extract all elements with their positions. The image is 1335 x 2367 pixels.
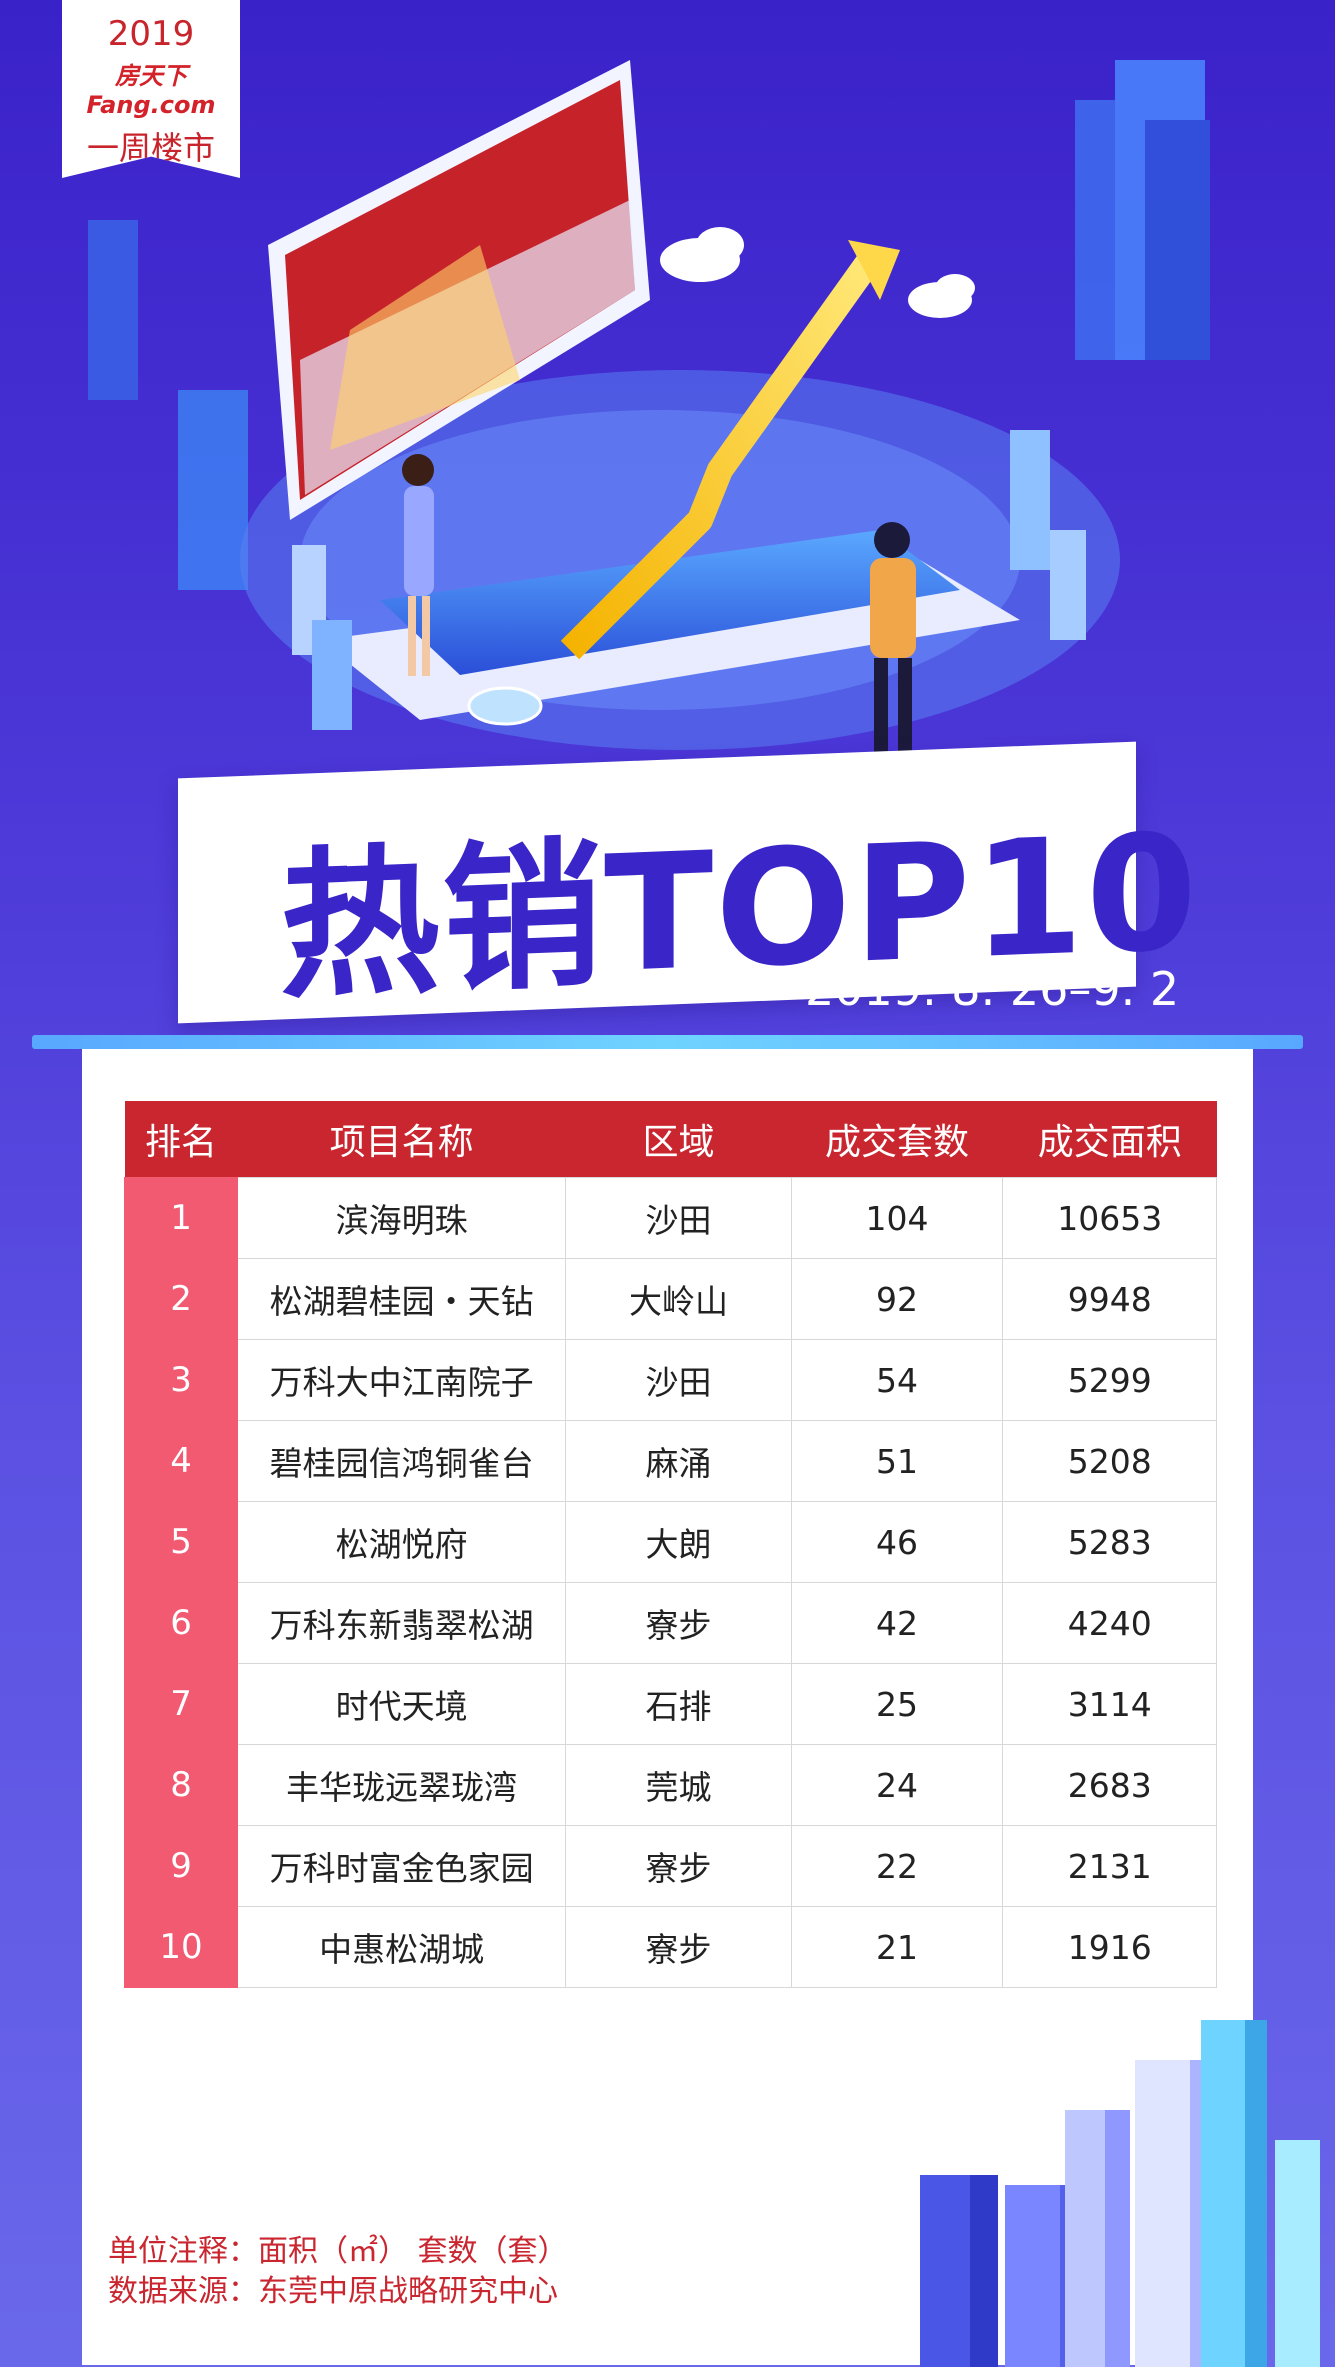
table-row: 6 万科东新翡翠松湖 寮步 42 4240 xyxy=(123,1582,1217,1664)
city-skyline-decoration xyxy=(920,2020,1320,2367)
units-cell: 54 xyxy=(790,1339,1004,1421)
project-name-cell: 滨海明珠 xyxy=(237,1177,567,1259)
rank-cell: 3 xyxy=(123,1339,239,1421)
header-units-sold: 成交套数 xyxy=(791,1101,1003,1178)
header-project-name: 项目名称 xyxy=(237,1101,566,1178)
table-row: 10 中惠松湖城 寮步 21 1916 xyxy=(123,1906,1217,1988)
project-name-cell: 万科时富金色家园 xyxy=(237,1825,567,1907)
table-row: 7 时代天境 石排 25 3114 xyxy=(123,1663,1217,1745)
header-area-sold: 成交面积 xyxy=(1002,1101,1217,1178)
project-name-cell: 丰华珑远翠珑湾 xyxy=(237,1744,567,1826)
table-row: 3 万科大中江南院子 沙田 54 5299 xyxy=(123,1339,1217,1421)
footer-notes: 单位注释：面积（㎡） 套数（套） 数据来源：东莞中原战略研究中心 xyxy=(108,2232,568,2312)
area-sold-cell: 1916 xyxy=(1002,1906,1217,1988)
unit-note: 单位注释：面积（㎡） 套数（套） xyxy=(108,2234,568,2269)
district-cell: 寮步 xyxy=(565,1825,792,1907)
rank-cell: 9 xyxy=(123,1825,239,1907)
monitor-illustration xyxy=(268,60,650,520)
brand-logo: 房天下Fang.com xyxy=(86,62,216,119)
accent-divider xyxy=(32,1035,1303,1049)
table-row: 4 碧桂园信鸿铜雀台 麻涌 51 5208 xyxy=(123,1420,1217,1502)
district-cell: 沙田 xyxy=(565,1177,792,1259)
district-cell: 大朗 xyxy=(565,1501,792,1583)
person-woman-figure xyxy=(402,454,434,676)
units-cell: 104 xyxy=(790,1177,1004,1259)
tablet-illustration xyxy=(320,530,1020,726)
district-cell: 沙田 xyxy=(565,1339,792,1421)
date-range: 2019. 8. 26–9. 2 xyxy=(805,962,1180,1016)
units-cell: 92 xyxy=(790,1258,1004,1340)
area-sold-cell: 5208 xyxy=(1002,1420,1217,1502)
project-name-cell: 万科大中江南院子 xyxy=(237,1339,567,1421)
rank-cell: 6 xyxy=(123,1582,239,1664)
person-man-figure xyxy=(870,522,916,768)
area-sold-cell: 3114 xyxy=(1002,1663,1217,1745)
units-cell: 25 xyxy=(790,1663,1004,1745)
area-sold-cell: 5283 xyxy=(1002,1501,1217,1583)
area-sold-cell: 10653 xyxy=(1002,1177,1217,1259)
district-cell: 麻涌 xyxy=(565,1420,792,1502)
area-sold-cell: 4240 xyxy=(1002,1582,1217,1664)
rank-cell: 4 xyxy=(123,1420,239,1502)
project-name-cell: 时代天境 xyxy=(237,1663,567,1745)
area-sold-cell: 2131 xyxy=(1002,1825,1217,1907)
district-cell: 寮步 xyxy=(565,1582,792,1664)
units-cell: 42 xyxy=(790,1582,1004,1664)
data-source-note: 数据来源：东莞中原战略研究中心 xyxy=(108,2274,558,2309)
project-name-cell: 碧桂园信鸿铜雀台 xyxy=(237,1420,567,1502)
rank-cell: 2 xyxy=(123,1258,239,1340)
rank-cell: 8 xyxy=(123,1744,239,1826)
district-cell: 寮步 xyxy=(565,1906,792,1988)
ribbon-year: 2019 xyxy=(107,14,195,54)
district-cell: 大岭山 xyxy=(565,1258,792,1340)
district-cell: 莞城 xyxy=(565,1744,792,1826)
header-district: 区域 xyxy=(565,1101,792,1178)
project-name-cell: 万科东新翡翠松湖 xyxy=(237,1582,567,1664)
area-sold-cell: 5299 xyxy=(1002,1339,1217,1421)
table-header-row: 排名 项目名称 区域 成交套数 成交面积 xyxy=(124,1101,1217,1178)
project-name-cell: 松湖悦府 xyxy=(237,1501,567,1583)
rank-cell: 7 xyxy=(123,1663,239,1745)
units-cell: 21 xyxy=(790,1906,1004,1988)
rank-cell: 5 xyxy=(123,1501,239,1583)
area-sold-cell: 2683 xyxy=(1002,1744,1217,1826)
area-sold-cell: 9948 xyxy=(1002,1258,1217,1340)
table-row: 2 松湖碧桂园・天钻 大岭山 92 9948 xyxy=(123,1258,1217,1340)
rank-cell: 1 xyxy=(123,1177,239,1259)
rank-cell: 10 xyxy=(123,1906,239,1988)
project-name-cell: 松湖碧桂园・天钻 xyxy=(237,1258,567,1340)
brand-ribbon: 2019 房天下Fang.com 一周楼市 xyxy=(62,0,240,178)
hero-illustration xyxy=(88,60,1210,768)
ranking-table: 排名 项目名称 区域 成交套数 成交面积 1 滨海明珠 沙田 104 10653… xyxy=(123,1101,1217,1988)
units-cell: 22 xyxy=(790,1825,1004,1907)
table-row: 9 万科时富金色家园 寮步 22 2131 xyxy=(123,1825,1217,1907)
units-cell: 46 xyxy=(790,1501,1004,1583)
project-name-cell: 中惠松湖城 xyxy=(237,1906,567,1988)
units-cell: 51 xyxy=(790,1420,1004,1502)
platform-towers xyxy=(292,430,1086,730)
units-cell: 24 xyxy=(790,1744,1004,1826)
table-row: 1 滨海明珠 沙田 104 10653 xyxy=(123,1177,1217,1259)
growth-arrow xyxy=(560,240,900,660)
district-cell: 石排 xyxy=(565,1663,792,1745)
table-row: 8 丰华珑远翠珑湾 莞城 24 2683 xyxy=(123,1744,1217,1826)
table-row: 5 松湖悦府 大朗 46 5283 xyxy=(123,1501,1217,1583)
header-rank: 排名 xyxy=(124,1101,238,1178)
cloud-icon xyxy=(660,227,975,318)
city-buildings-back xyxy=(88,60,1210,590)
